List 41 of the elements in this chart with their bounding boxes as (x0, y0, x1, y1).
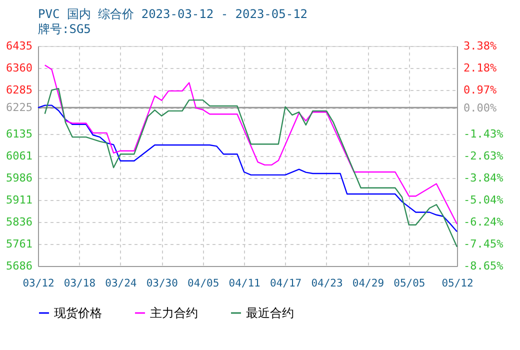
x-tick-label: 04/23 (311, 278, 343, 290)
y-tick-label: 6135 (6, 128, 32, 141)
x-tick-label: 03/18 (64, 278, 96, 290)
y-tick-label: 5761 (6, 237, 32, 250)
x-tick-label: 03/12 (22, 278, 54, 290)
chart-subtitle: 牌号:SG5 (38, 22, 91, 36)
y-tick-label: 6435 (6, 40, 32, 52)
y-tick-label: 6225 (6, 101, 32, 114)
x-tick-label: 04/11 (228, 278, 260, 290)
line-series (37, 104, 458, 232)
y2-tick-label: -6.24% (464, 215, 504, 228)
y2-tick-label: -5.04% (464, 193, 504, 206)
legend-label: 现货价格 (54, 306, 102, 320)
y2-tick-label: -3.84% (464, 172, 504, 185)
y2-tick-label: 0.97% (464, 84, 497, 97)
y2-tick-label: -2.63% (464, 149, 504, 162)
y-tick-label: 5686 (6, 260, 32, 272)
y2-tick-label: -8.65% (464, 260, 504, 272)
y2-tick-label: -1.43% (464, 127, 504, 140)
y-tick-label: 5836 (6, 215, 32, 228)
legend-label: 最近合约 (246, 306, 294, 320)
x-tick-label: 04/05 (188, 278, 220, 290)
x-tick-label: 03/24 (105, 278, 137, 290)
y-tick-label: 6285 (6, 84, 32, 97)
y-tick-label: 5911 (6, 193, 32, 206)
line-series (44, 88, 458, 248)
legend-label: 主力合约 (150, 306, 198, 320)
y2-tick-label: 0.00% (464, 101, 497, 114)
chart-title: PVC 国内 综合价 2023-03-12 - 2023-05-12 (38, 7, 308, 21)
y2-tick-label: -7.45% (464, 238, 504, 251)
y-tick-label: 6360 (6, 62, 32, 75)
y-tick-label: 5986 (6, 171, 32, 184)
x-tick-label: 05/05 (394, 278, 426, 290)
x-tick-label: 04/17 (270, 278, 302, 290)
x-tick-label: 04/29 (352, 278, 384, 290)
y-tick-label: 6061 (6, 149, 32, 162)
line-series (44, 64, 458, 225)
y2-tick-label: 3.38% (464, 40, 497, 52)
x-tick-label: 05/12 (442, 278, 474, 290)
y2-tick-label: 2.18% (464, 61, 497, 74)
x-tick-label: 03/30 (146, 278, 178, 290)
